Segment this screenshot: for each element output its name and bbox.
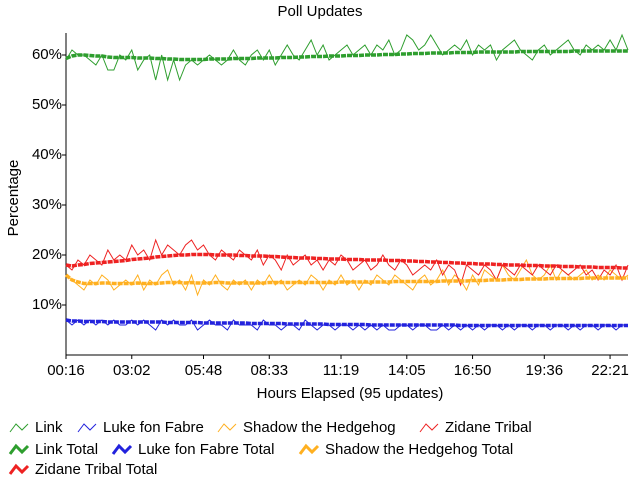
legend-swatch [8,443,30,455]
legend-label: Link [35,419,63,436]
y-tick-label: 60% [32,46,62,63]
x-tick-label: 08:33 [251,362,289,379]
series-line [65,252,628,270]
legend-swatch [111,443,133,455]
series-line [64,273,628,286]
y-axis-title: Percentage [5,160,22,237]
x-tick-label: 05:48 [185,362,223,379]
x-tick-label: 14:05 [388,362,426,379]
chart-title: Poll Updates [277,3,362,20]
legend-label: Zidane Tribal Total [35,461,157,478]
y-tick-label: 10% [32,296,62,313]
legend-swatch [217,423,237,433]
series-line [65,238,629,287]
legend-label: Shadow the Hedgehog Total [325,441,513,458]
x-tick-label: 11:19 [323,362,359,379]
legend-label: Luke fon Fabre Total [138,441,274,458]
legend-label: Zidane Tribal [445,419,532,436]
legend-swatch [298,443,320,455]
x-tick-label: 22:21 [591,362,629,379]
series-line [65,258,629,297]
series-line [65,33,629,82]
legend-swatch [419,423,439,433]
legend-swatch [9,423,29,433]
legend-label: Shadow the Hedgehog [243,419,396,436]
y-tick-label: 20% [32,246,62,263]
x-tick-label: 03:02 [113,362,151,379]
x-axis-title: Hours Elapsed (95 updates) [257,385,444,402]
series-line [65,49,628,62]
legend-swatch [77,423,97,433]
x-tick-label: 16:50 [454,362,492,379]
series-line [65,318,628,328]
y-tick-label: 30% [32,196,62,213]
legend-label: Luke fon Fabre [103,419,204,436]
x-tick-label: 19:36 [526,362,564,379]
y-tick-label: 40% [32,146,62,163]
x-tick-label: 00:16 [47,362,85,379]
legend-swatch [8,463,30,475]
legend-label: Link Total [35,441,98,458]
y-tick-label: 50% [32,96,62,113]
